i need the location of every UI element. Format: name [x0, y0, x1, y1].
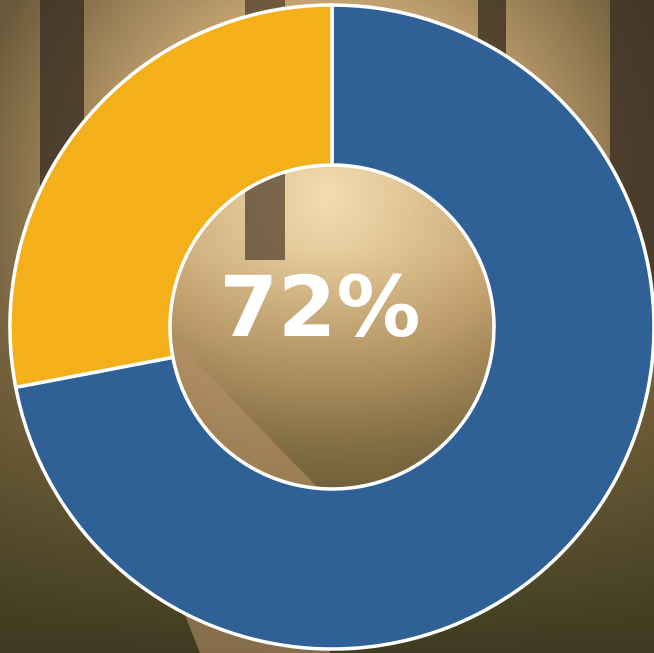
page: 72% (() => { const data = JSON.parse(doc… [0, 0, 654, 653]
center-label: 72% [219, 258, 420, 356]
chart: 72% [0, 0, 654, 653]
